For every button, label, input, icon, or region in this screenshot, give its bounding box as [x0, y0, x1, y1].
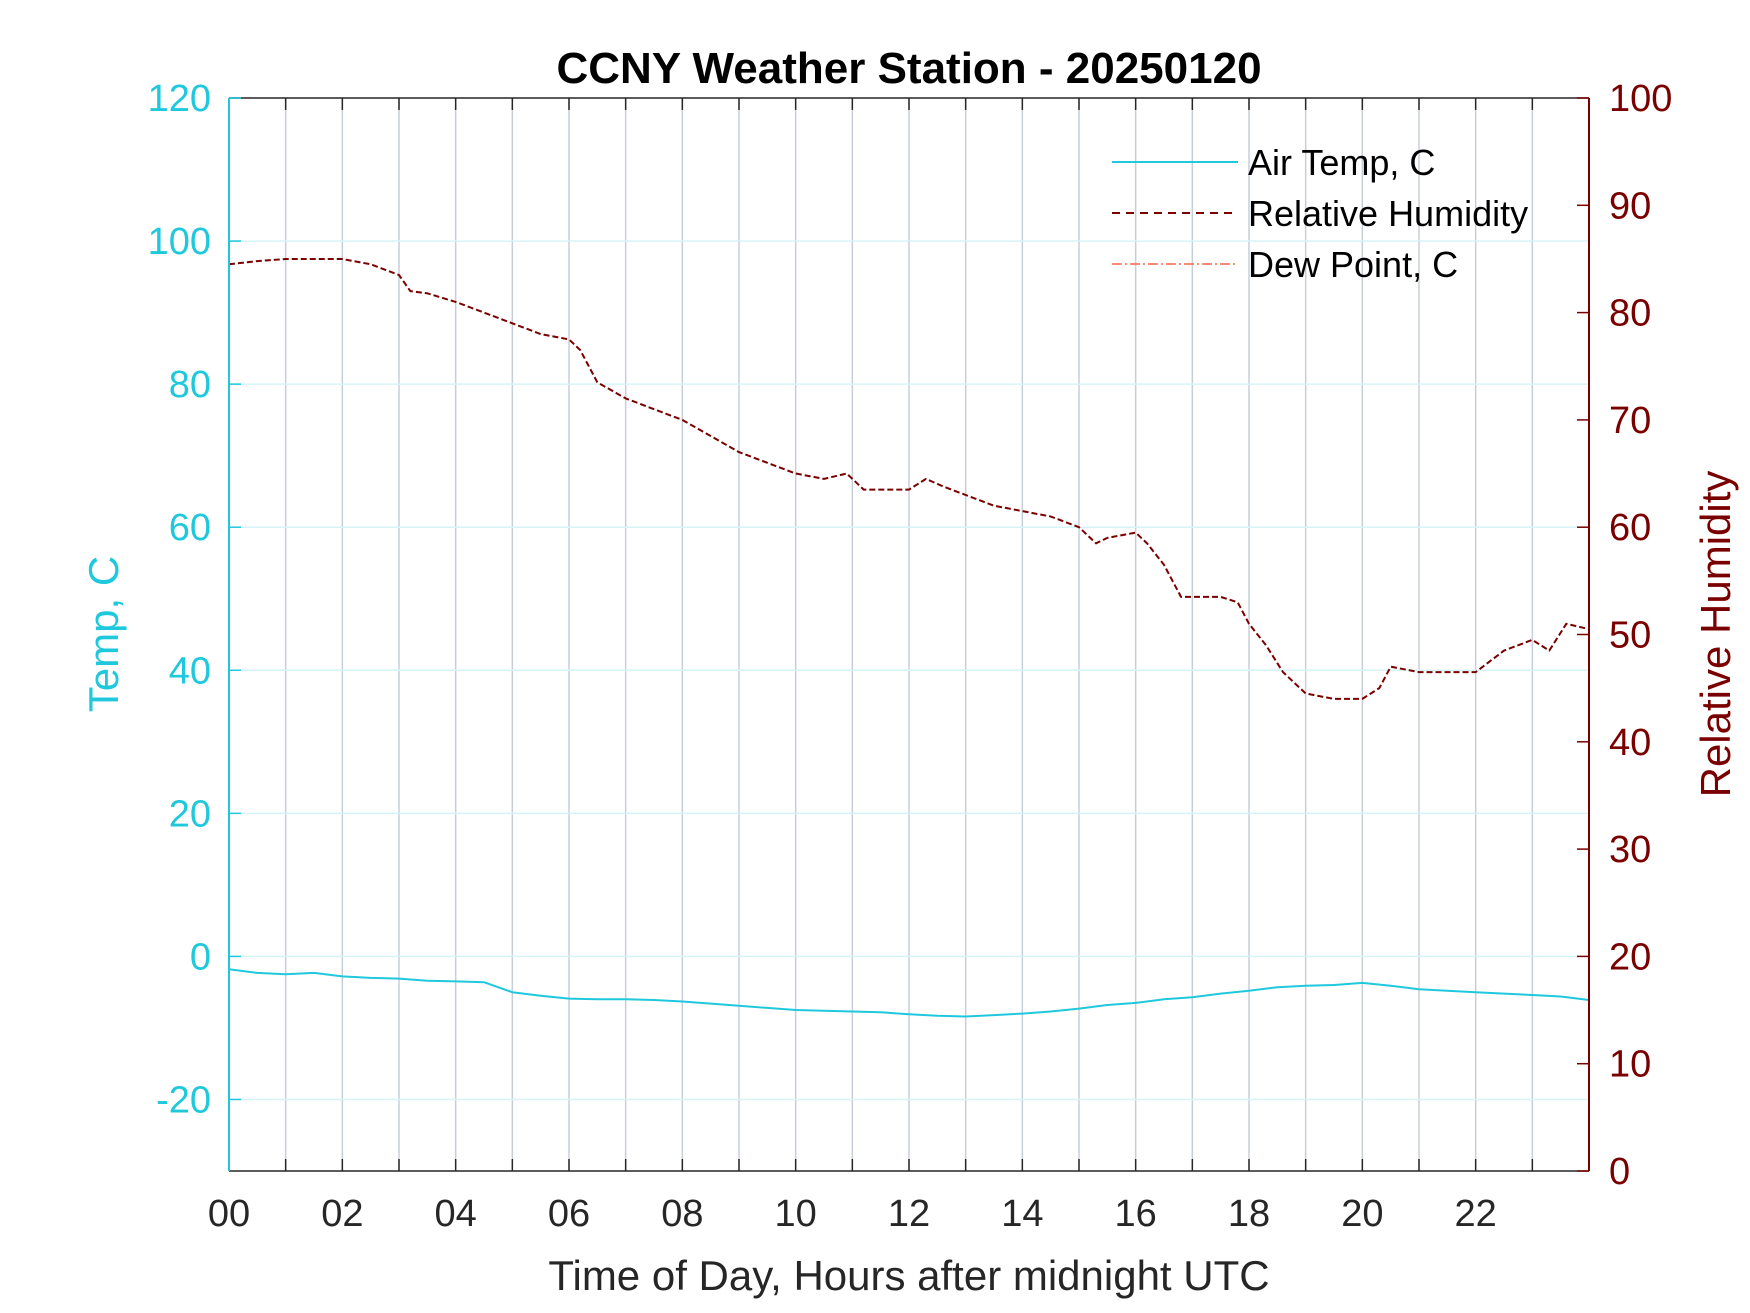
y-left-tick-label: 100 — [148, 221, 211, 263]
y-left-tick-label: 20 — [169, 793, 211, 835]
y-right-tick-label: 50 — [1609, 615, 1651, 657]
y-left-tick-label: 0 — [190, 936, 211, 978]
x-tick-label: 14 — [1001, 1193, 1043, 1235]
x-tick-labels: 00 02 04 06 08 10 12 14 16 18 20 22 — [208, 1193, 1497, 1235]
x-tick-label: 12 — [888, 1193, 930, 1235]
legend-label-relative-humidity: Relative Humidity — [1248, 193, 1528, 234]
y-left-tick-label: 40 — [169, 650, 211, 692]
x-tick-label: 06 — [548, 1193, 590, 1235]
y-left-tick-labels: -20 0 20 40 60 80 100 120 — [148, 78, 211, 1121]
x-tick-label: 22 — [1455, 1193, 1497, 1235]
y-left-tick-label: 80 — [169, 364, 211, 406]
y-right-tick-label: 10 — [1609, 1044, 1651, 1086]
x-tick-label: 04 — [435, 1193, 477, 1235]
x-tick-label: 02 — [321, 1193, 363, 1235]
x-tick-label: 00 — [208, 1193, 250, 1235]
y-right-tick-label: 80 — [1609, 293, 1651, 335]
x-tick-label: 20 — [1341, 1193, 1383, 1235]
vertical-gridlines — [284, 98, 1534, 1171]
horizontal-gridlines — [229, 240, 1589, 1101]
y-left-axis-label: Temp, C — [80, 556, 127, 712]
x-axis-label: Time of Day, Hours after midnight UTC — [548, 1252, 1269, 1299]
x-tick-label: 10 — [775, 1193, 817, 1235]
x-tick-label: 16 — [1115, 1193, 1157, 1235]
y-right-tick-label: 100 — [1609, 78, 1672, 120]
x-tick-label: 18 — [1228, 1193, 1270, 1235]
y-right-tick-label: 30 — [1609, 829, 1651, 871]
legend-label-dew-point: Dew Point, C — [1248, 244, 1458, 285]
y-right-tick-label: 70 — [1609, 400, 1651, 442]
y-left-tick-label: 120 — [148, 78, 211, 120]
legend: Air Temp, C Relative Humidity Dew Point,… — [1112, 142, 1528, 285]
y-left-tick-label: 60 — [169, 507, 211, 549]
relative-humidity-line — [228, 258, 1590, 700]
y-right-tick-label: 90 — [1609, 185, 1651, 227]
y-left-tick-label: -20 — [156, 1079, 211, 1121]
y-right-tick-label: 0 — [1609, 1151, 1630, 1193]
y-right-tick-label: 40 — [1609, 722, 1651, 764]
y-right-tick-label: 60 — [1609, 507, 1651, 549]
y-right-tick-label: 20 — [1609, 936, 1651, 978]
x-tick-label: 08 — [661, 1193, 703, 1235]
axes-layer — [228, 97, 1590, 1172]
y-right-axis-label: Relative Humidity — [1692, 471, 1739, 798]
legend-label-air-temp: Air Temp, C — [1248, 142, 1435, 183]
y-right-tick-labels: 0 10 20 30 40 50 60 70 80 90 100 — [1609, 78, 1672, 1193]
series-layer — [228, 258, 1590, 1018]
chart-title: CCNY Weather Station - 20250120 — [556, 44, 1261, 93]
air-temp-line — [228, 968, 1590, 1018]
